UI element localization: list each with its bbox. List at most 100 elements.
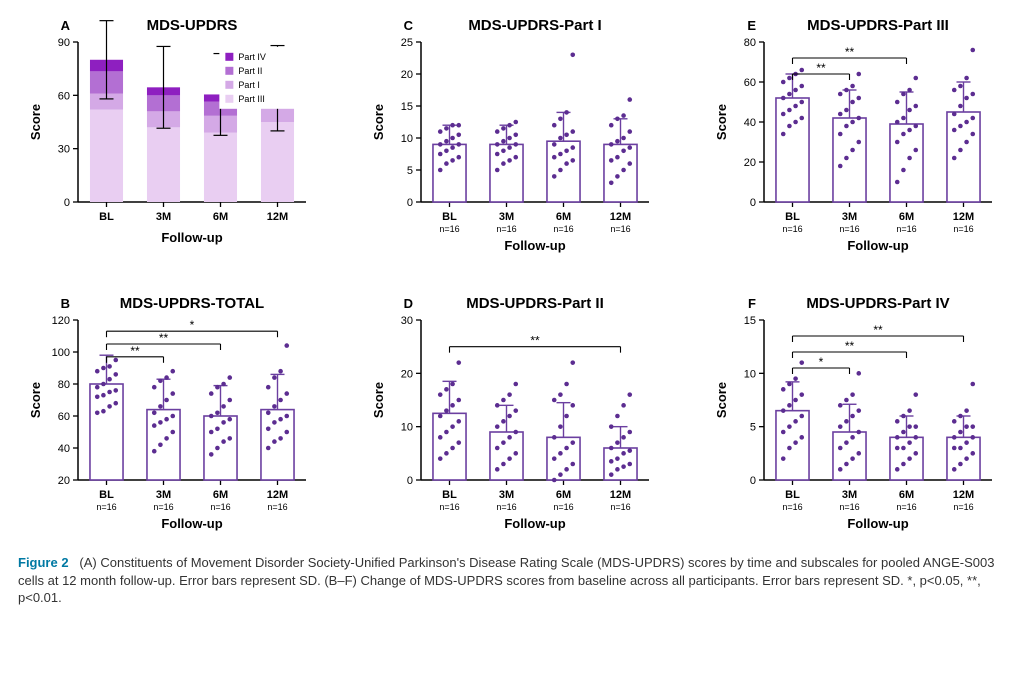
svg-text:**: **	[845, 339, 855, 353]
svg-text:n=16: n=16	[96, 502, 116, 512]
svg-text:BL: BL	[442, 211, 457, 223]
svg-text:n=16: n=16	[496, 224, 516, 234]
svg-text:D: D	[404, 296, 413, 311]
svg-text:10: 10	[401, 422, 413, 434]
svg-text:20: 20	[401, 69, 413, 81]
svg-text:60: 60	[744, 77, 756, 89]
svg-text:Part I: Part I	[238, 80, 260, 90]
svg-text:5: 5	[407, 165, 413, 177]
svg-text:n=16: n=16	[610, 502, 630, 512]
svg-text:**: **	[530, 334, 540, 348]
svg-text:90: 90	[58, 37, 70, 49]
panel-C: MDS-UPDRS-Part IC0510152025ScoreBLn=163M…	[361, 10, 672, 270]
svg-text:C: C	[404, 18, 414, 33]
panel-E: MDS-UPDRS-Part IIIE020406080ScoreBLn=163…	[704, 10, 1015, 270]
svg-text:n=16: n=16	[839, 224, 859, 234]
svg-text:n=16: n=16	[896, 502, 916, 512]
panel-svg: MDS-UPDRS-Part IVF051015ScoreBLn=163Mn=1…	[704, 288, 1014, 548]
svg-text:20: 20	[58, 475, 70, 487]
svg-text:12M: 12M	[610, 211, 631, 223]
svg-text:BL: BL	[785, 489, 800, 501]
svg-text:Part II: Part II	[238, 66, 262, 76]
svg-text:MDS-UPDRS-Part IV: MDS-UPDRS-Part IV	[806, 295, 949, 312]
svg-text:25: 25	[401, 37, 413, 49]
svg-text:F: F	[748, 296, 756, 311]
svg-text:60: 60	[58, 90, 70, 102]
svg-text:5: 5	[750, 422, 756, 434]
svg-text:100: 100	[52, 347, 70, 359]
svg-text:BL: BL	[785, 211, 800, 223]
panel-svg: MDS-UPDRS-Part IIIE020406080ScoreBLn=163…	[704, 10, 1014, 270]
svg-text:*: *	[819, 355, 824, 369]
svg-text:Score: Score	[714, 104, 729, 140]
svg-text:n=16: n=16	[210, 502, 230, 512]
svg-text:120: 120	[52, 315, 70, 327]
svg-text:BL: BL	[99, 489, 114, 501]
svg-text:E: E	[747, 18, 756, 33]
svg-text:80: 80	[58, 379, 70, 391]
svg-text:6M: 6M	[556, 489, 571, 501]
svg-text:Score: Score	[714, 382, 729, 418]
figure-caption: Figure 2 (A) Constituents of Movement Di…	[18, 548, 1015, 607]
svg-text:20: 20	[744, 157, 756, 169]
svg-text:**: **	[159, 331, 169, 345]
svg-text:**: **	[845, 45, 855, 59]
svg-text:Follow-up: Follow-up	[161, 230, 222, 245]
panel-svg: MDS-UPDRS-TOTALB20406080100120ScoreBLn=1…	[18, 288, 328, 548]
svg-text:40: 40	[744, 117, 756, 129]
svg-text:Follow-up: Follow-up	[847, 238, 908, 253]
svg-text:Part III: Part III	[238, 94, 265, 104]
panel-A: MDS-UPDRSA0306090ScoreBL3M6M12MFollow-up…	[18, 10, 329, 270]
svg-text:0: 0	[407, 475, 413, 487]
svg-text:80: 80	[744, 37, 756, 49]
svg-text:n=16: n=16	[953, 224, 973, 234]
svg-text:n=16: n=16	[496, 502, 516, 512]
svg-text:n=16: n=16	[610, 224, 630, 234]
svg-text:12M: 12M	[610, 489, 631, 501]
svg-text:n=16: n=16	[896, 224, 916, 234]
svg-text:BL: BL	[442, 489, 457, 501]
svg-text:Follow-up: Follow-up	[161, 516, 222, 531]
svg-text:n=16: n=16	[839, 502, 859, 512]
svg-text:MDS-UPDRS-Part III: MDS-UPDRS-Part III	[807, 17, 949, 34]
svg-text:15: 15	[744, 315, 756, 327]
svg-text:Score: Score	[28, 104, 43, 140]
svg-text:0: 0	[407, 197, 413, 209]
svg-text:n=16: n=16	[439, 224, 459, 234]
svg-text:12M: 12M	[953, 211, 974, 223]
svg-text:6M: 6M	[213, 211, 228, 223]
svg-text:3M: 3M	[842, 211, 857, 223]
svg-text:**: **	[816, 61, 826, 75]
svg-text:3M: 3M	[499, 211, 514, 223]
svg-text:Score: Score	[371, 104, 386, 140]
svg-text:n=16: n=16	[439, 502, 459, 512]
svg-text:Follow-up: Follow-up	[504, 516, 565, 531]
svg-text:MDS-UPDRS-TOTAL: MDS-UPDRS-TOTAL	[120, 295, 264, 312]
svg-text:10: 10	[401, 133, 413, 145]
svg-text:60: 60	[58, 411, 70, 423]
svg-text:n=16: n=16	[953, 502, 973, 512]
svg-text:B: B	[61, 296, 70, 311]
svg-text:0: 0	[750, 197, 756, 209]
figure-caption-text: (A) Constituents of Movement Disorder So…	[18, 555, 994, 605]
svg-text:10: 10	[744, 368, 756, 380]
svg-text:0: 0	[750, 475, 756, 487]
svg-text:6M: 6M	[556, 211, 571, 223]
svg-text:Score: Score	[28, 382, 43, 418]
svg-text:MDS-UPDRS-Part I: MDS-UPDRS-Part I	[468, 17, 601, 34]
svg-text:n=16: n=16	[782, 224, 802, 234]
svg-text:MDS-UPDRS: MDS-UPDRS	[147, 17, 238, 34]
svg-text:*: *	[190, 318, 195, 332]
svg-text:30: 30	[401, 315, 413, 327]
svg-text:0: 0	[64, 197, 70, 209]
svg-text:30: 30	[58, 144, 70, 156]
svg-text:6M: 6M	[899, 211, 914, 223]
svg-text:3M: 3M	[499, 489, 514, 501]
svg-text:**: **	[130, 344, 140, 358]
svg-text:n=16: n=16	[267, 502, 287, 512]
svg-text:15: 15	[401, 101, 413, 113]
svg-text:Follow-up: Follow-up	[847, 516, 908, 531]
svg-text:3M: 3M	[842, 489, 857, 501]
svg-text:BL: BL	[99, 211, 114, 223]
svg-text:Follow-up: Follow-up	[504, 238, 565, 253]
